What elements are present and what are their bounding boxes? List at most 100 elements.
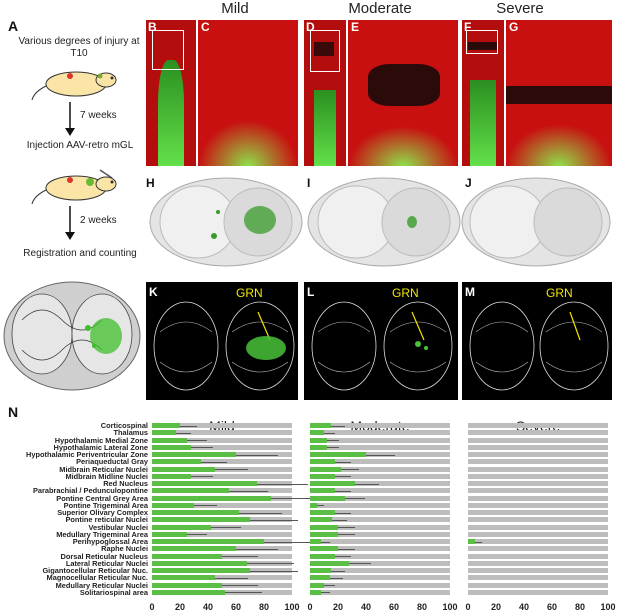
bar-track bbox=[468, 575, 608, 581]
column-title-mild: Mild bbox=[221, 0, 249, 17]
bar-track bbox=[152, 553, 292, 559]
bar-track bbox=[152, 560, 295, 566]
bar bbox=[310, 589, 322, 595]
bar bbox=[152, 444, 192, 450]
bar-track bbox=[310, 539, 450, 544]
bar bbox=[310, 452, 366, 457]
panel-label-e: E bbox=[351, 20, 360, 34]
category-label: Parabrachial / Pedunculopontine bbox=[33, 486, 148, 496]
bar-track bbox=[152, 430, 292, 436]
bar-track bbox=[468, 517, 608, 523]
error-bar bbox=[229, 490, 268, 492]
bar bbox=[310, 437, 327, 443]
error-bar bbox=[250, 570, 299, 572]
bar-track bbox=[468, 423, 608, 428]
bar bbox=[152, 437, 187, 443]
bar bbox=[310, 524, 338, 530]
atlas-panel-m bbox=[462, 282, 612, 400]
category-label: Lateral Reticular Nuclei bbox=[65, 558, 148, 568]
panel-label-h: H bbox=[146, 176, 155, 190]
error-bar bbox=[349, 563, 372, 565]
error-bar bbox=[191, 447, 214, 449]
bar-track bbox=[310, 437, 450, 443]
bar-track bbox=[468, 510, 608, 515]
panel-label-n: N bbox=[8, 404, 19, 420]
bar-track bbox=[152, 517, 299, 523]
bar-track bbox=[468, 495, 608, 501]
bar bbox=[310, 473, 336, 479]
bar-track bbox=[310, 430, 450, 436]
bar-track bbox=[310, 524, 450, 530]
bar-track bbox=[310, 568, 450, 573]
bar-track bbox=[152, 437, 292, 443]
bar-track bbox=[468, 444, 608, 450]
error-bar bbox=[271, 498, 329, 499]
x-tick-label: 40 bbox=[360, 602, 372, 612]
bar-track bbox=[468, 568, 608, 573]
brain-3d-severe bbox=[461, 177, 611, 267]
bar-track bbox=[152, 481, 309, 486]
x-tick-label: 0 bbox=[307, 602, 313, 612]
brain-3d-mild bbox=[149, 177, 303, 267]
error-bar bbox=[321, 592, 331, 594]
bar-track bbox=[468, 488, 608, 494]
bar bbox=[152, 466, 215, 472]
bar-track bbox=[152, 423, 292, 428]
error-bar bbox=[331, 425, 345, 427]
bar bbox=[152, 502, 194, 508]
bar-track bbox=[152, 589, 292, 595]
error-bar bbox=[194, 505, 218, 507]
bar-track bbox=[152, 466, 292, 472]
category-label: Dorsal Reticular Nucleus bbox=[60, 551, 149, 561]
error-bar bbox=[224, 592, 262, 594]
error-bar bbox=[324, 432, 335, 434]
bar bbox=[310, 510, 336, 515]
panel-label-l: L bbox=[307, 285, 315, 299]
bar-track bbox=[152, 444, 292, 450]
bar bbox=[310, 466, 341, 472]
bar-track bbox=[152, 473, 292, 479]
workflow-step-injury: Various degrees of injury at T10 bbox=[18, 36, 140, 59]
micro-panel-b bbox=[146, 20, 196, 166]
x-tick-label: 20 bbox=[332, 602, 344, 612]
grn-label-m: GRN bbox=[546, 286, 573, 300]
bar-track bbox=[468, 481, 608, 486]
workflow-arrow-label-2: 2 weeks bbox=[80, 215, 117, 226]
column-title-moderate: Moderate bbox=[348, 0, 412, 17]
error-bar bbox=[340, 469, 359, 470]
bar-track bbox=[468, 452, 608, 457]
bar bbox=[468, 539, 475, 544]
bar bbox=[310, 582, 324, 588]
category-label: Medullary Reticular Nuclei bbox=[55, 580, 148, 590]
bar bbox=[152, 575, 215, 581]
bar bbox=[152, 423, 180, 428]
bar-track bbox=[152, 582, 292, 588]
bar bbox=[310, 430, 324, 436]
x-tick-label: 80 bbox=[258, 602, 270, 612]
error-bar bbox=[335, 490, 351, 492]
bar-track bbox=[310, 546, 450, 552]
bar bbox=[310, 539, 322, 544]
x-tick-label: 100 bbox=[600, 602, 616, 612]
error-bar bbox=[332, 519, 347, 521]
bar bbox=[310, 459, 336, 465]
category-label: Midbrain Reticular Nuclei bbox=[59, 464, 148, 474]
error-bar bbox=[326, 447, 339, 449]
x-tick-label: 60 bbox=[230, 602, 242, 612]
bar bbox=[152, 430, 176, 436]
bar-track bbox=[310, 495, 450, 501]
inset-box-f bbox=[466, 30, 498, 54]
bar-track bbox=[152, 568, 299, 573]
bar-track bbox=[152, 495, 329, 501]
error-bar bbox=[345, 498, 365, 499]
bar-track bbox=[468, 524, 608, 530]
bar-track bbox=[310, 452, 450, 457]
bar bbox=[310, 423, 331, 428]
category-label: Corticospinal bbox=[100, 421, 148, 430]
bar-track bbox=[152, 459, 292, 465]
bar bbox=[152, 481, 257, 486]
error-bar bbox=[250, 519, 299, 521]
category-label: Pontine Trigeminal Area bbox=[63, 500, 148, 510]
error-bar bbox=[317, 505, 325, 507]
category-label: Periaqueductal Gray bbox=[76, 457, 148, 467]
